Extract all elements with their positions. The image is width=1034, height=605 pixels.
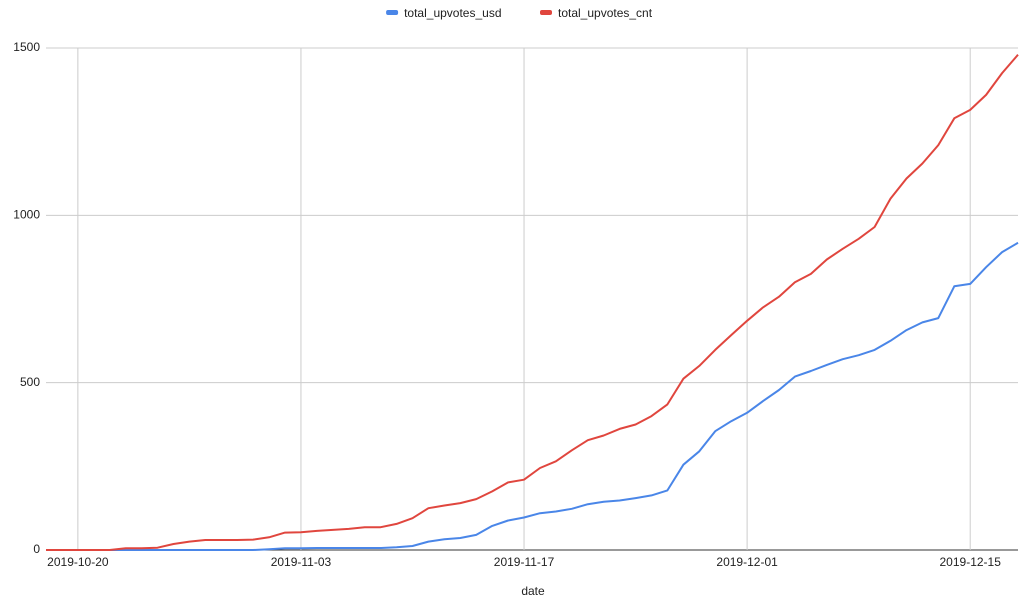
legend-label: total_upvotes_usd [404,6,501,20]
legend-swatch [540,10,552,15]
line [46,241,1019,551]
y-tick-label: 500 [20,375,40,389]
x-tick-label: 2019-11-17 [494,555,555,569]
line [46,54,1019,551]
x-tick-label: 2019-11-03 [271,555,332,569]
y-tick-label: 0 [33,542,40,556]
legend-swatch [386,10,399,15]
x-tick-label: 2019-12-15 [940,555,1002,569]
y-tick-label: 1500 [13,40,40,54]
x-axis-title: date [521,584,545,598]
x-tick-label: 2019-12-01 [716,555,778,569]
y-tick-label: 1000 [13,208,40,222]
x-tick-label: 2019-10-20 [47,555,109,569]
legend-label: total_upvotes_cnt [558,6,653,20]
